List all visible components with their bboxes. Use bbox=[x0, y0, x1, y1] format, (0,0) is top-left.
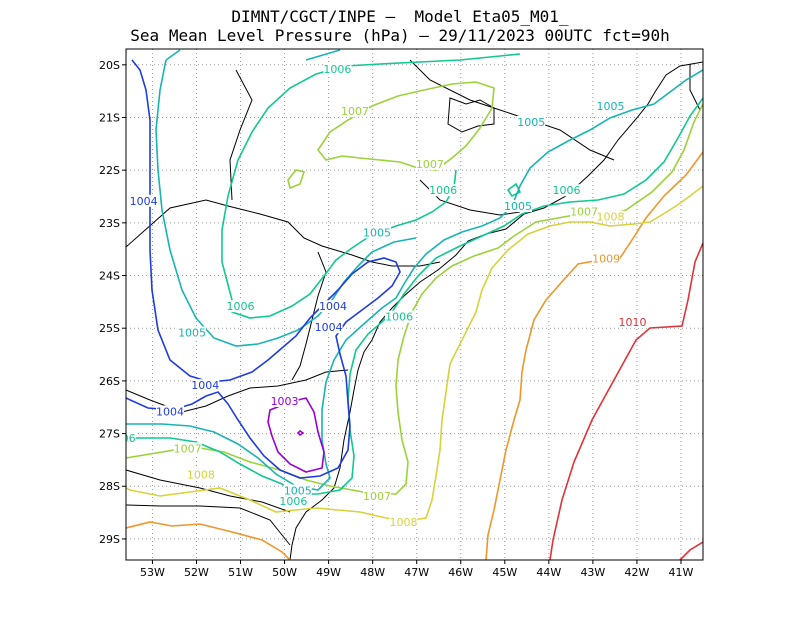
contour-label-bg bbox=[596, 210, 625, 223]
contour-label-bg bbox=[389, 516, 418, 529]
map-title-line1: DIMNT/CGCT/INPE – Model Eta05_M01_ bbox=[231, 7, 569, 26]
contour-label: 1005 bbox=[284, 485, 312, 498]
contour-label-bg bbox=[592, 252, 621, 265]
contour-label-bg bbox=[618, 315, 647, 328]
contour-label: 1006 bbox=[429, 184, 457, 197]
contour-label-bg bbox=[385, 310, 414, 323]
contour-label: 1006 bbox=[227, 300, 255, 313]
contour-label: 1009 bbox=[592, 253, 620, 266]
contour-label-bg bbox=[279, 495, 308, 508]
lat-tick-label: 28S bbox=[99, 480, 120, 493]
contour-label-bg bbox=[314, 321, 343, 334]
contour-1008 bbox=[126, 185, 703, 521]
contour-label: 1008 bbox=[187, 469, 215, 482]
contour-label-bg bbox=[552, 184, 581, 197]
contour-label-bg bbox=[315, 37, 343, 49]
contour-label-bg bbox=[341, 105, 370, 118]
contour-label: 1006 bbox=[385, 311, 413, 324]
contour-label: 1003 bbox=[271, 395, 299, 408]
contour-label: 1007 bbox=[363, 490, 391, 503]
contour-label-bg bbox=[504, 200, 533, 213]
lon-tick-label: 52W bbox=[184, 566, 209, 579]
contour-label: 1005 bbox=[504, 200, 532, 213]
lat-tick-label: 24S bbox=[99, 270, 120, 283]
contour-label-bg bbox=[283, 484, 312, 497]
contour-label-bg bbox=[319, 300, 348, 313]
lon-tick-label: 48W bbox=[360, 566, 385, 579]
lat-lon-grid bbox=[126, 49, 703, 560]
contour-label: 1004 bbox=[130, 195, 158, 208]
contour-label-bg bbox=[323, 63, 352, 76]
contour-label-bg bbox=[191, 379, 220, 392]
lat-tick-label: 25S bbox=[99, 322, 120, 335]
contour-label-bg bbox=[363, 226, 392, 239]
lon-tick-label: 53W bbox=[140, 566, 165, 579]
contour-label: 1007 bbox=[341, 105, 369, 118]
lat-tick-label: 22S bbox=[99, 164, 120, 177]
lon-tick-label: 41W bbox=[669, 566, 694, 579]
contour-label-bg bbox=[156, 405, 185, 418]
contour-label: 1008 bbox=[597, 211, 625, 224]
lon-tick-label: 46W bbox=[448, 566, 473, 579]
contour-label: 1006 bbox=[108, 432, 136, 445]
lat-tick-label: 27S bbox=[99, 428, 120, 441]
lat-tick-label: 29S bbox=[99, 533, 120, 546]
coastline bbox=[126, 59, 703, 560]
contour-label: 1007 bbox=[416, 158, 444, 171]
contour-label: 1004 bbox=[319, 300, 347, 313]
axis-ticks: 20S 21S 22S 23S 24S 25S 26S 27S 28S 29S 53W 52W 51W 5… bbox=[99, 59, 694, 579]
map-frame bbox=[125, 48, 704, 561]
contour-label-bg bbox=[270, 394, 299, 407]
contour-label-bg bbox=[173, 442, 202, 455]
contour-label-bg bbox=[570, 205, 599, 218]
contour-1006 bbox=[126, 53, 703, 495]
lat-tick-label: 21S bbox=[99, 111, 120, 124]
contour-label: 1006 bbox=[279, 495, 307, 508]
contour-label-bg bbox=[129, 194, 158, 207]
lon-tick-label: 47W bbox=[404, 566, 429, 579]
contour-1003 bbox=[267, 397, 325, 473]
contour-label: 1005 bbox=[315, 37, 343, 50]
contour-1009 bbox=[126, 151, 703, 560]
contour-label-bg bbox=[415, 157, 444, 170]
contour-label: 1005 bbox=[597, 100, 625, 113]
contour-label-bg bbox=[363, 489, 392, 502]
contour-label: 1007 bbox=[570, 205, 598, 218]
lon-tick-label: 49W bbox=[316, 566, 341, 579]
lon-tick-label: 50W bbox=[272, 566, 297, 579]
map-title-line2: Sea Mean Level Pressure (hPa) – 29/11/20… bbox=[130, 26, 670, 45]
contour-label-bg bbox=[186, 468, 215, 481]
contour-label-bg bbox=[429, 184, 458, 197]
contour-label: 1008 bbox=[389, 516, 417, 529]
contour-label-bg bbox=[517, 115, 546, 128]
lat-tick-label: 26S bbox=[99, 375, 120, 388]
contour-label: 1010 bbox=[619, 316, 647, 329]
contour-label: 1004 bbox=[191, 379, 219, 392]
contour-1005 bbox=[126, 49, 703, 491]
contour-label-bg bbox=[226, 300, 255, 313]
contour-1010 bbox=[549, 242, 703, 560]
lat-tick-label: 23S bbox=[99, 217, 120, 230]
contour-label: 1005 bbox=[517, 116, 545, 129]
contour-label: 1007 bbox=[174, 442, 202, 455]
contour-1004 bbox=[126, 59, 401, 479]
contour-label: 1004 bbox=[315, 321, 343, 334]
lon-tick-label: 43W bbox=[580, 566, 605, 579]
contour-label: 1004 bbox=[156, 405, 184, 418]
contour-label-bg bbox=[596, 99, 625, 112]
contour-label: 1006 bbox=[552, 184, 580, 197]
contour-label: 1006 bbox=[323, 63, 351, 76]
contour-label: 1005 bbox=[178, 326, 206, 339]
contour-label-bg bbox=[126, 431, 136, 444]
lon-tick-label: 44W bbox=[536, 566, 561, 579]
lon-tick-label: 51W bbox=[228, 566, 253, 579]
lat-tick-label: 20S bbox=[99, 59, 120, 72]
contour-label-bg bbox=[178, 326, 207, 339]
lon-tick-label: 42W bbox=[624, 566, 649, 579]
contour-label: 1005 bbox=[363, 226, 391, 239]
lon-tick-label: 45W bbox=[492, 566, 517, 579]
